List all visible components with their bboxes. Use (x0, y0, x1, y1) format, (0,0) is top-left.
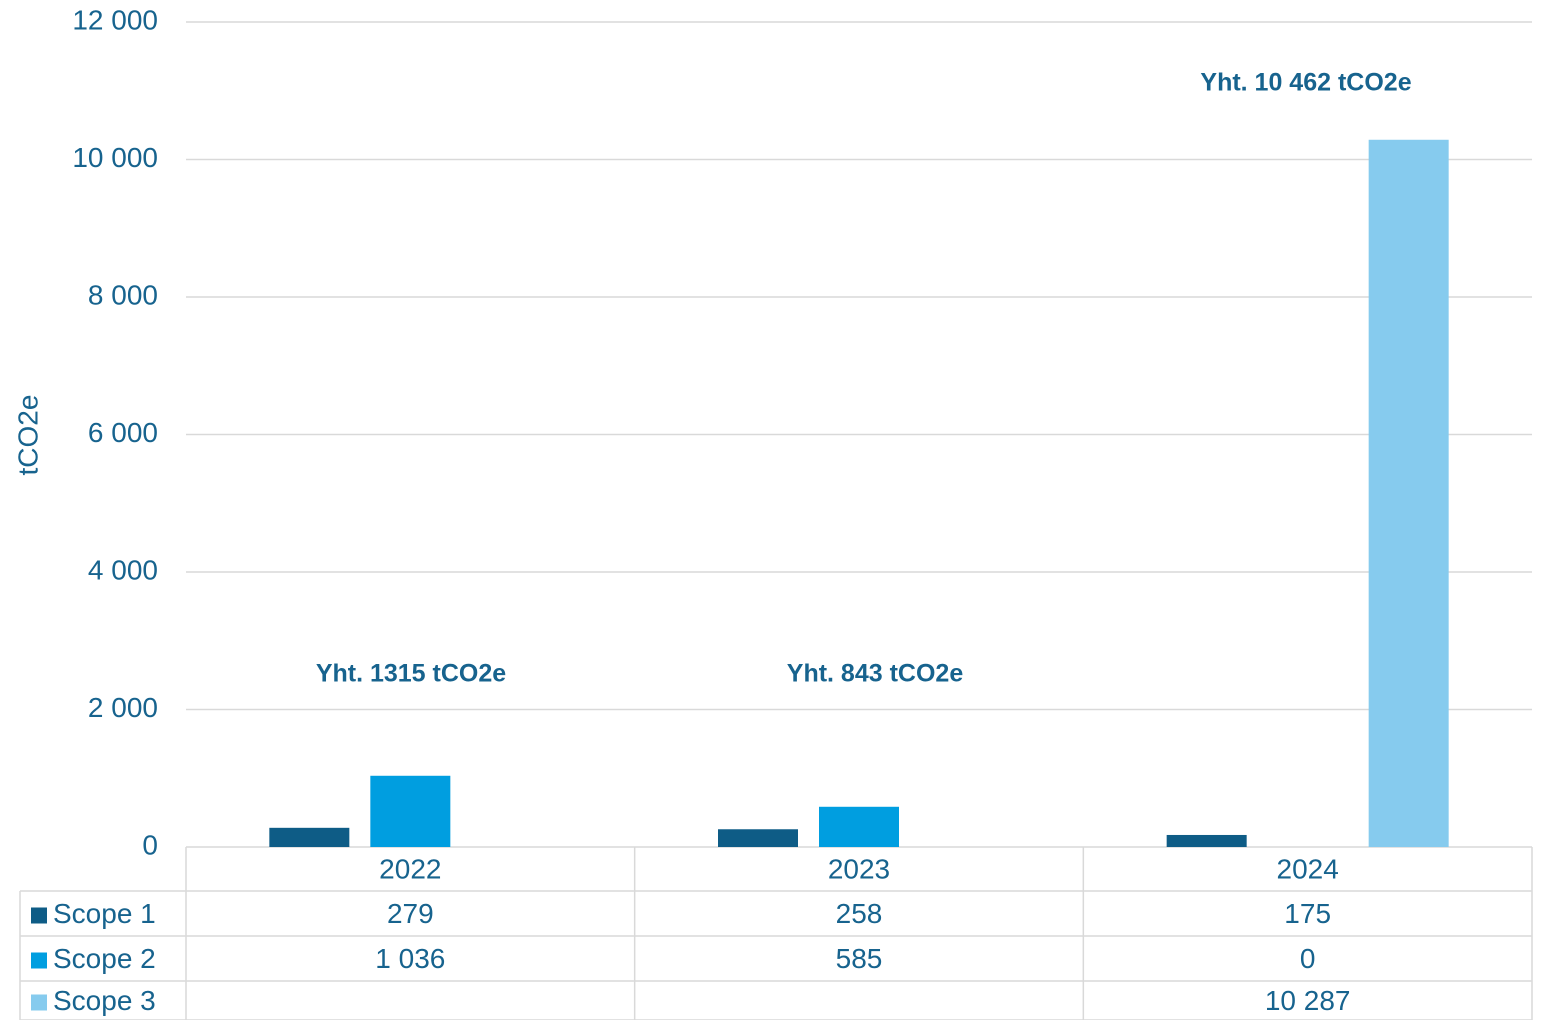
bar (718, 829, 798, 847)
table-value: 0 (1300, 943, 1316, 974)
table-value: 585 (836, 943, 883, 974)
x-tick-label: 2023 (828, 853, 890, 884)
legend-label: Scope 1 (53, 898, 156, 929)
y-tick-label: 6 000 (88, 417, 158, 448)
total-annotation: Yht. 843 tCO2e (787, 660, 964, 688)
y-tick-label: 12 000 (72, 4, 158, 35)
bar (269, 827, 350, 847)
table-value: 10 287 (1265, 985, 1351, 1016)
bar (370, 775, 451, 847)
y-tick-label: 10 000 (72, 142, 158, 173)
table-value: 1 036 (375, 943, 445, 974)
bar (1166, 834, 1247, 847)
x-tick-label: 2022 (379, 853, 441, 884)
y-tick-label: 2 000 (88, 692, 158, 723)
legend-swatch (31, 907, 47, 924)
total-annotation: Yht. 10 462 tCO2e (1200, 69, 1411, 97)
legend-label: Scope 3 (53, 985, 156, 1016)
legend-label: Scope 2 (53, 943, 156, 974)
legend-swatch (31, 952, 47, 969)
y-tick-label: 4 000 (88, 554, 158, 585)
total-annotation: Yht. 1315 tCO2e (316, 660, 506, 688)
y-tick-label: 0 (142, 829, 158, 860)
legend-swatch (31, 994, 47, 1011)
bar (1368, 139, 1449, 848)
y-axis-label: tCO2e (12, 395, 43, 476)
x-tick-label: 2024 (1277, 853, 1339, 884)
y-tick-label: 8 000 (88, 279, 158, 310)
table-value: 258 (836, 898, 883, 929)
table-value: 175 (1284, 898, 1331, 929)
table-value: 279 (387, 898, 434, 929)
bar (819, 806, 899, 847)
